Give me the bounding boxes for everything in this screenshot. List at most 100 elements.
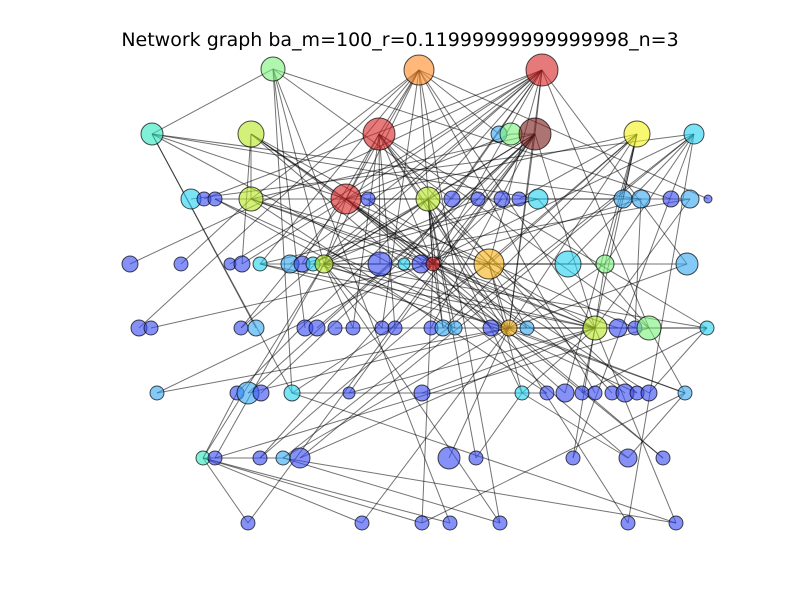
graph-edge	[282, 457, 501, 524]
graph-node-n41	[473, 248, 505, 280]
graph-node-n28	[121, 255, 139, 273]
graph-edge	[418, 69, 501, 524]
graph-edge	[581, 327, 708, 394]
graph-node-n5	[362, 117, 396, 151]
graph-node-n22	[527, 188, 549, 210]
graph-node-n64	[636, 315, 662, 341]
graph-node-n17	[415, 186, 441, 212]
graph-node-n44	[675, 252, 699, 276]
graph-title: Network graph ba_m=100_r=0.1199999999999…	[121, 29, 679, 51]
node-layer	[121, 53, 715, 531]
graph-edge	[202, 457, 423, 524]
graph-edge	[594, 327, 677, 524]
graph-edge	[247, 327, 510, 394]
graph-node-n20	[493, 190, 511, 208]
graph-node-n42	[554, 250, 582, 278]
graph-edge	[250, 133, 536, 200]
graph-node-n92	[655, 450, 671, 466]
graph-edge	[236, 198, 429, 394]
graph-node-n27	[703, 194, 713, 204]
graph-node-n90	[565, 450, 581, 466]
graph-edge	[156, 327, 510, 394]
graph-edge	[432, 263, 664, 459]
graph-edge	[475, 392, 523, 459]
graph-edge	[272, 68, 672, 200]
graph-node-n8	[518, 117, 552, 151]
graph-node-n72	[413, 384, 431, 402]
graph-node-n60	[519, 320, 535, 336]
graph-edge	[202, 457, 249, 524]
graph-node-n96	[442, 515, 458, 531]
graph-node-n62	[608, 318, 628, 338]
graph-edge	[151, 133, 510, 329]
graph-edge	[202, 457, 451, 524]
graph-edge	[361, 327, 510, 524]
graph-edge	[345, 133, 512, 200]
graph-node-n3	[140, 122, 164, 146]
graph-node-n58	[482, 319, 500, 337]
graph-node-n29	[173, 256, 189, 272]
graph-node-n13	[207, 191, 223, 207]
graph-edge	[150, 263, 434, 329]
graph-edge	[190, 133, 695, 200]
graph-edge	[378, 133, 396, 329]
graph-node-n82	[677, 385, 693, 401]
graph-edge	[488, 69, 543, 265]
graph-edge	[272, 68, 451, 524]
graph-edge	[289, 69, 543, 265]
graph-edge	[627, 392, 686, 459]
graph-node-n75	[555, 383, 575, 403]
graph-node-n71	[342, 386, 356, 400]
graph-node-n61	[582, 315, 608, 341]
graph-node-n50	[308, 319, 326, 337]
graph-edge	[418, 69, 709, 200]
graph-node-n51	[327, 320, 343, 336]
graph-node-n91	[618, 448, 638, 468]
graph-node-n99	[668, 515, 684, 531]
graph-node-n18	[443, 190, 461, 208]
graph-node-n37	[367, 251, 393, 277]
graph-node-n77	[587, 385, 603, 401]
graph-node-n16	[360, 191, 376, 207]
graph-node-n84	[207, 450, 223, 466]
graph-edge	[151, 133, 293, 394]
graph-edge	[202, 263, 325, 459]
graph-edge	[151, 68, 274, 135]
graph-edge	[323, 69, 420, 265]
graph-edge	[151, 133, 642, 200]
graph-edge	[541, 69, 688, 265]
graph-edge	[301, 198, 539, 265]
graph-node-n93	[240, 515, 256, 531]
graph-edge	[291, 392, 677, 524]
graph-edge	[420, 198, 642, 265]
graph-node-n53	[374, 320, 390, 336]
graph-node-n0	[260, 56, 286, 82]
graph-edge	[427, 198, 523, 394]
graph-edge	[180, 198, 252, 265]
graph-edge	[648, 327, 708, 394]
graph-edge	[345, 69, 543, 200]
graph-edge	[345, 133, 638, 200]
graph-edge	[202, 392, 238, 459]
graph-node-n46	[143, 320, 159, 336]
graph-node-n52	[345, 320, 361, 336]
graph-node-n4	[237, 120, 265, 148]
graph-edge	[572, 133, 695, 459]
graph-node-n10	[683, 123, 705, 145]
graph-edge	[432, 263, 444, 329]
graph-edge	[508, 327, 686, 394]
graph-node-n19	[470, 191, 486, 207]
graph-node-n65	[699, 320, 715, 336]
graph-node-n31	[233, 255, 251, 273]
graph-edge	[214, 263, 325, 459]
graph-edge	[378, 133, 708, 329]
graph-edge	[323, 69, 543, 265]
graph-node-n38	[397, 257, 411, 271]
graph-node-n23	[613, 189, 633, 209]
graph-node-n57	[447, 320, 463, 336]
graph-node-n76	[574, 385, 590, 401]
graph-edge	[259, 263, 510, 329]
graph-node-n74	[539, 385, 555, 401]
graph-node-n88	[437, 446, 461, 470]
